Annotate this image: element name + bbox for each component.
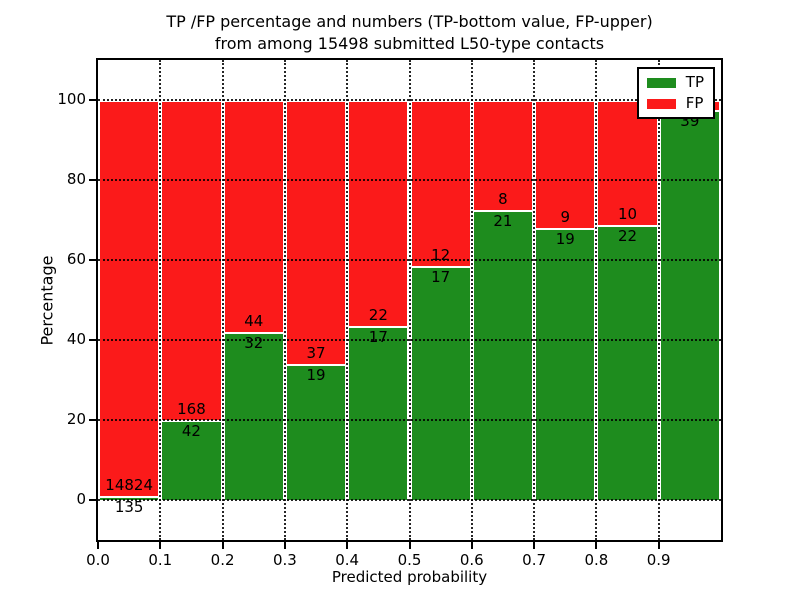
tp-count-label: 19 <box>555 230 575 249</box>
tp-bar-segment <box>596 224 659 500</box>
fp-bar-segment <box>98 100 161 497</box>
tp-bar-segment <box>409 265 472 500</box>
fp-count-label: 22 <box>368 305 388 324</box>
y-tick-mark <box>89 499 96 501</box>
fp-count-label: 10 <box>617 204 638 223</box>
fp-count-label: 44 <box>244 311 264 330</box>
fp-bar-segment <box>347 100 410 326</box>
tp-bar-segment <box>347 325 410 500</box>
y-tick-label: 100 <box>57 90 86 108</box>
x-gridline <box>470 60 473 540</box>
x-tick-mark <box>408 542 411 549</box>
y-tick-mark <box>89 419 96 421</box>
x-tick-mark <box>595 542 598 549</box>
x-tick-mark <box>283 542 286 549</box>
x-tick-mark <box>346 542 349 549</box>
legend-item: FP <box>646 94 704 112</box>
tp-count-label: 22 <box>617 226 638 245</box>
chart-title: TP /FP percentage and numbers (TP-bottom… <box>98 11 721 55</box>
tp-bar-segment <box>160 420 223 500</box>
y-tick-mark <box>89 179 96 181</box>
tp-count-label: 17 <box>431 267 451 286</box>
fp-legend-swatch <box>646 98 676 109</box>
legend-label: FP <box>685 94 704 112</box>
x-gridline <box>283 60 286 540</box>
tp-count-label: 32 <box>244 333 264 352</box>
tp-bar-segment <box>98 496 161 500</box>
fp-count-label: 12 <box>431 245 451 264</box>
fp-bar-segment <box>284 100 348 365</box>
x-gridline <box>346 60 349 540</box>
tp-bar-segment <box>534 228 597 500</box>
legend-label: TP <box>685 73 704 91</box>
plot-area: TP FP 14824 135 168 42 44 32 37 19 22 17 12 17 8 21 9 19… <box>96 58 723 542</box>
y-tick-mark <box>89 259 96 261</box>
x-tick-label: 0.2 <box>210 551 235 569</box>
chart-title-line1: TP /FP percentage and numbers (TP-bottom… <box>166 12 653 31</box>
x-tick-mark <box>657 542 660 549</box>
legend: TP FP <box>636 67 715 119</box>
tp-bar-segment <box>658 110 721 500</box>
fp-count-label: 168 <box>177 400 206 418</box>
fp-bar-segment <box>596 100 659 225</box>
x-tick-mark <box>221 542 224 549</box>
x-gridline <box>221 60 224 540</box>
x-tick-label: 0.7 <box>522 551 547 569</box>
y-tick-label: 20 <box>66 410 86 428</box>
y-axis-label: Percentage <box>37 255 57 346</box>
tp-count-label: 21 <box>493 212 513 231</box>
y-tick-mark <box>89 339 96 341</box>
x-tick-label: 0.8 <box>584 551 609 569</box>
y-tick-label: 40 <box>66 330 86 348</box>
fp-count-label: 9 <box>560 208 571 227</box>
fp-bar-segment <box>222 100 285 332</box>
x-tick-label: 0.4 <box>335 551 360 569</box>
tp-bar-segment <box>471 210 535 500</box>
x-tick-label: 0.0 <box>86 551 110 569</box>
x-tick-label: 0.5 <box>397 551 422 569</box>
tp-count-label: 19 <box>306 366 326 385</box>
x-gridline <box>657 60 660 540</box>
x-gridline <box>533 60 536 540</box>
tp-legend-swatch <box>646 77 676 88</box>
fp-bar-segment <box>409 100 472 266</box>
y-tick-label: 60 <box>66 250 86 268</box>
x-tick-mark <box>470 542 473 549</box>
fp-bar-segment <box>534 100 597 229</box>
tp-count-label: 135 <box>114 498 144 517</box>
x-gridline <box>159 60 162 540</box>
x-tick-mark <box>97 542 99 549</box>
y-tick-label: 0 <box>76 490 86 508</box>
tp-count-label: 42 <box>181 422 201 440</box>
y-tick-mark <box>89 99 96 101</box>
fp-count-label: 37 <box>306 344 326 363</box>
x-tick-label: 0.6 <box>459 551 484 569</box>
legend-item: TP <box>646 73 704 91</box>
x-tick-label: 0.9 <box>646 551 671 569</box>
x-axis-label: Predicted probability <box>331 568 488 586</box>
fp-count-label: 8 <box>498 190 508 209</box>
x-tick-label: 0.1 <box>148 551 173 569</box>
x-tick-mark <box>159 542 162 549</box>
tp-bar-segment <box>284 364 348 500</box>
x-tick-mark <box>533 542 536 549</box>
fp-count-label: 14824 <box>105 476 153 495</box>
tp-count-label: 17 <box>368 327 388 346</box>
fp-bar-segment <box>471 100 535 211</box>
x-tick-label: 0.3 <box>272 551 297 569</box>
chart-title-line2: from among 15498 submitted L50-type cont… <box>214 34 605 53</box>
x-gridline <box>408 60 411 540</box>
y-tick-label: 80 <box>66 170 86 188</box>
tp-bar-segment <box>222 331 285 500</box>
x-gridline <box>595 60 598 540</box>
